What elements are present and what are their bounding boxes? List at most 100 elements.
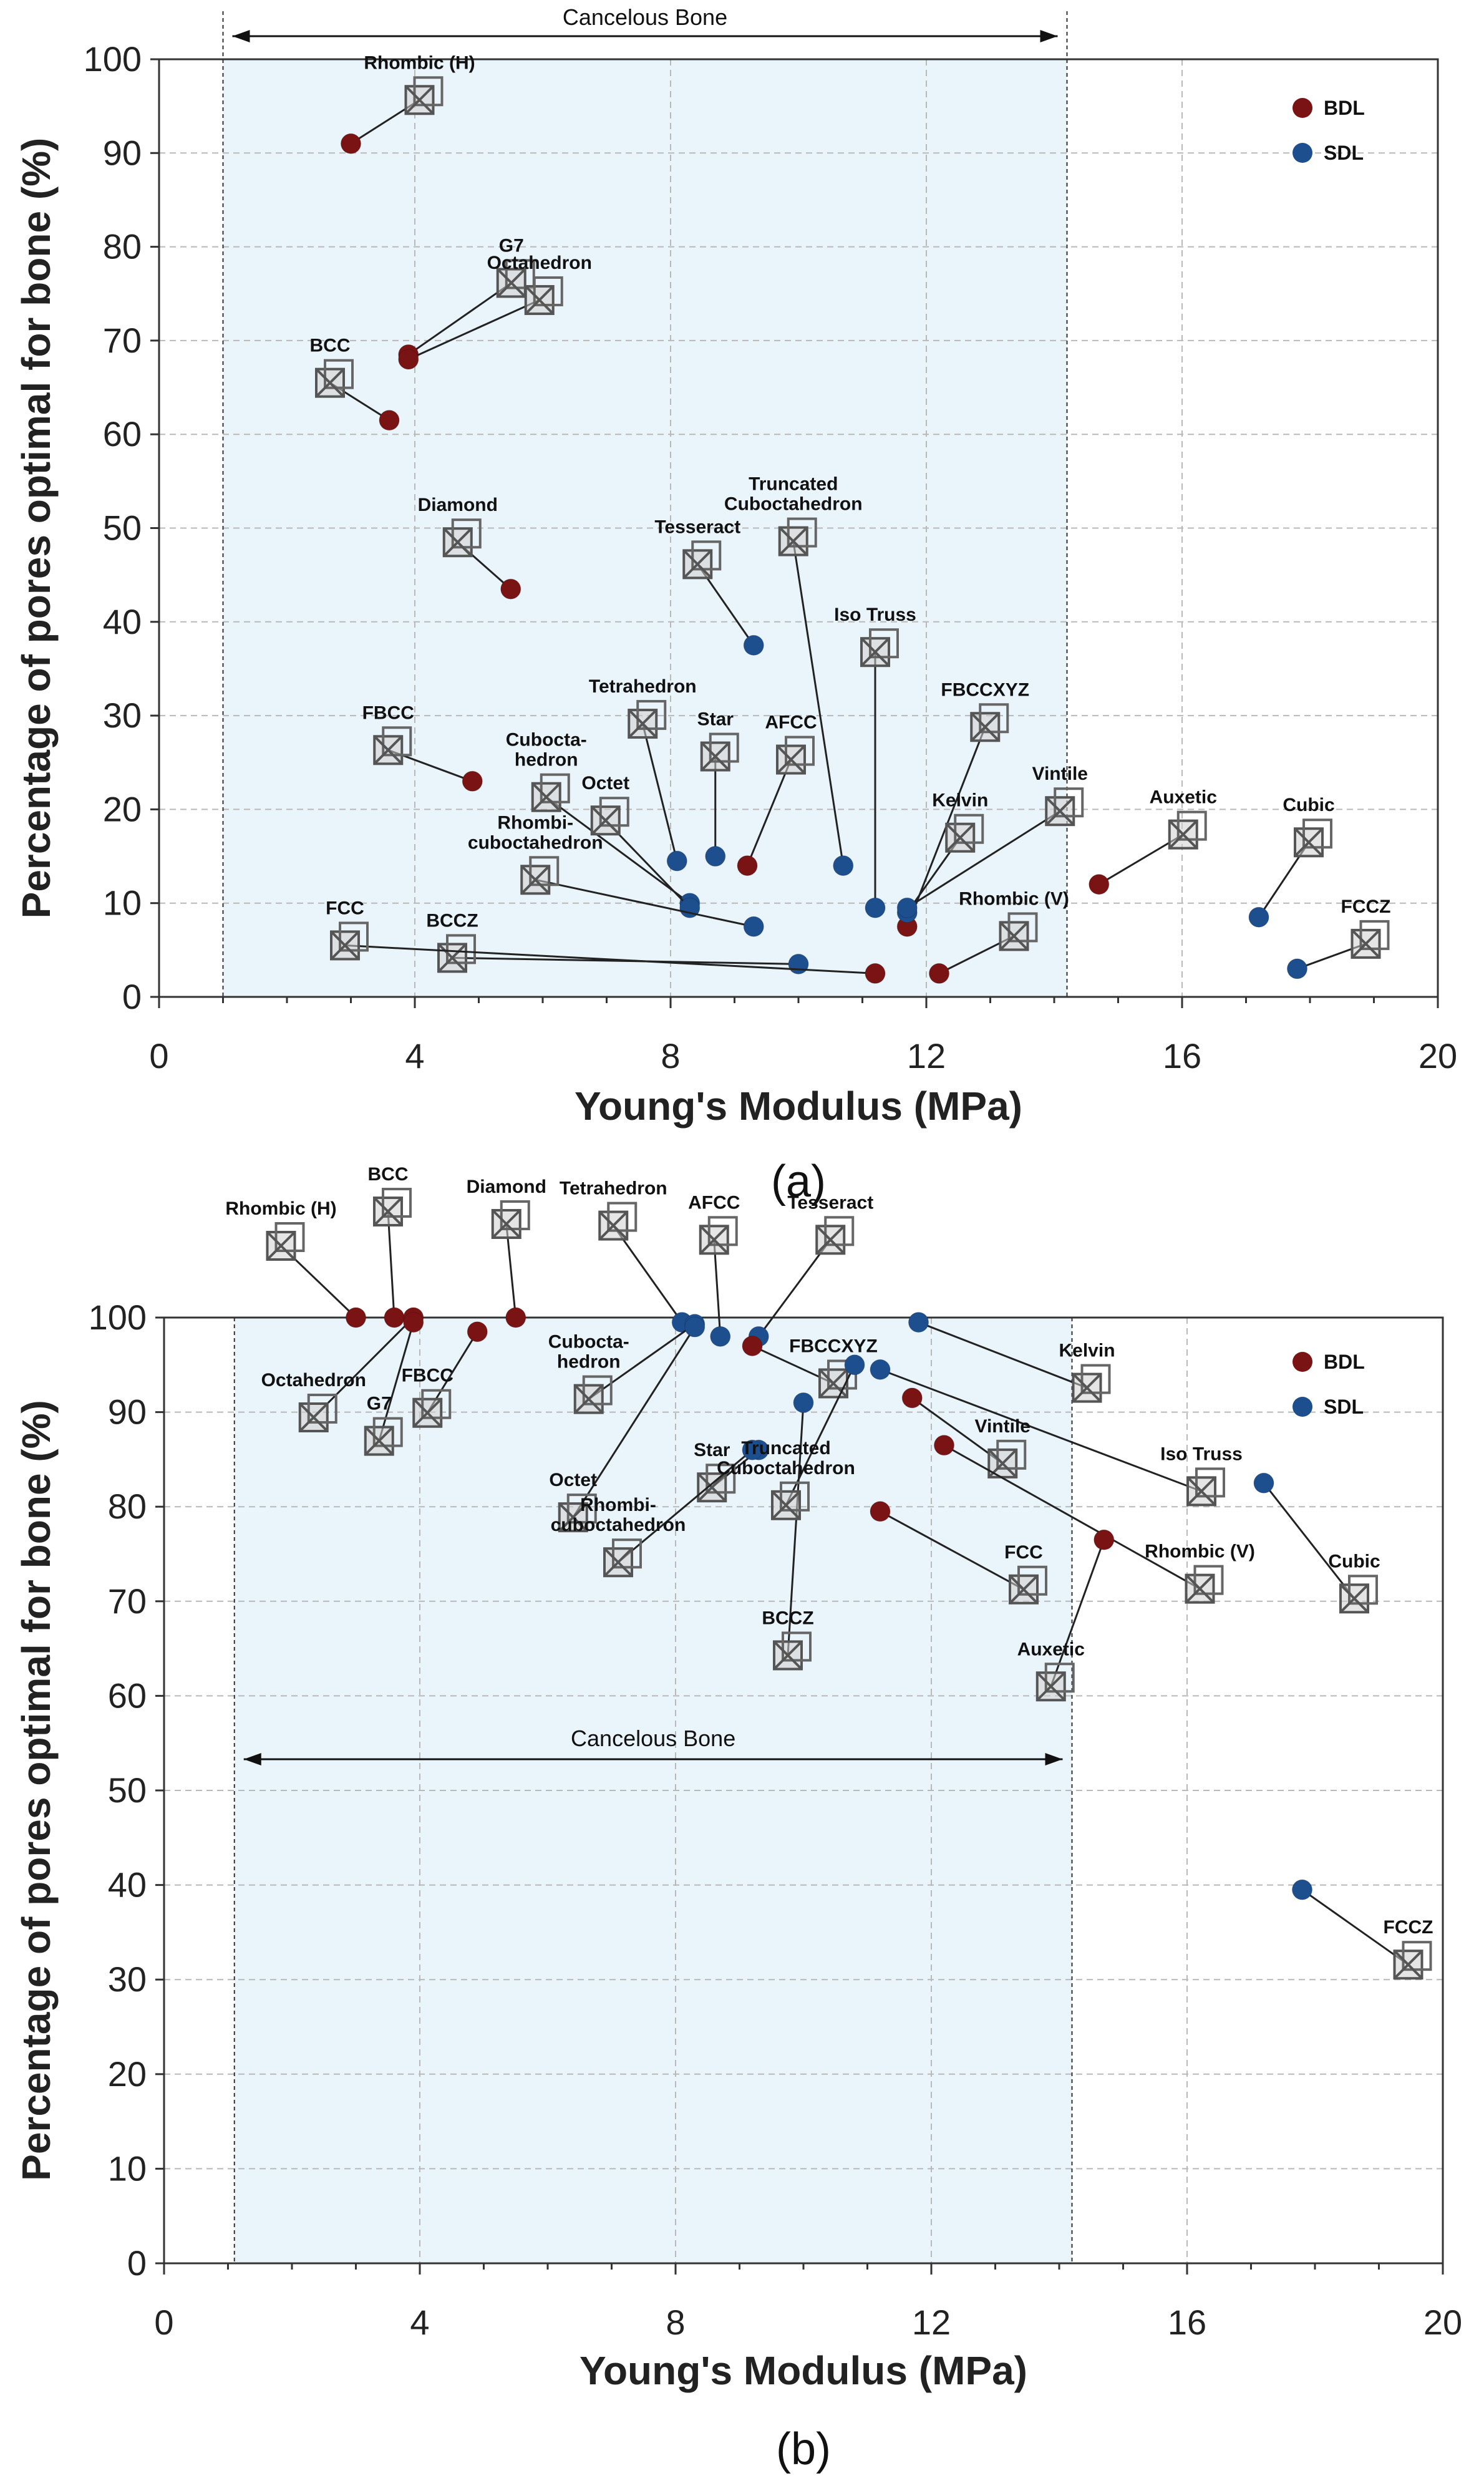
lattice-strut — [970, 712, 1000, 742]
x-tick-label: 0 — [149, 1036, 168, 1076]
lattice-cell-back — [372, 1417, 403, 1447]
point-label-rhombicuboctahedron: cuboctahedron — [468, 832, 603, 853]
data-point-sdl — [833, 855, 854, 876]
lattice-strut — [999, 921, 1029, 951]
lattice-octet-icon — [590, 797, 629, 836]
lattice-rhombic-h-icon — [266, 1222, 305, 1261]
lattice-kelvin-icon — [1072, 1364, 1111, 1403]
lattice-octahedron-icon — [524, 276, 563, 315]
panel-caption: (b) — [776, 2424, 831, 2474]
data-point-sdl — [896, 897, 918, 918]
leader-line-octet — [572, 1326, 696, 1518]
y-tick-label: 50 — [108, 1770, 147, 1810]
y-tick-label: 60 — [108, 1676, 147, 1715]
lattice-octet-icon — [558, 1493, 597, 1533]
lattice-cell-back — [1017, 1565, 1047, 1596]
leader-line-vintile — [911, 1397, 1004, 1465]
lattice-strut — [558, 1502, 588, 1532]
lattice-strut — [412, 1398, 442, 1428]
data-point-sdl — [870, 1359, 891, 1380]
lattice-star-icon — [697, 1464, 736, 1503]
y-tick-label: 80 — [108, 1487, 147, 1526]
data-point-sdl — [1287, 958, 1307, 979]
y-tick-label: 10 — [108, 2149, 147, 2188]
y-tick-label: 30 — [103, 696, 142, 735]
lattice-cell-back — [636, 700, 667, 731]
data-point-bdl — [403, 1312, 424, 1333]
lattice-strut — [299, 1402, 329, 1432]
x-tick-label: 0 — [154, 2303, 173, 2342]
lattice-bccz-icon — [773, 1631, 812, 1671]
lattice-truncated-cuboctahedron-icon — [778, 517, 817, 556]
lattice-strut — [373, 735, 403, 765]
point-label-g7: G7 — [367, 1394, 392, 1414]
data-point-sdl — [743, 916, 764, 937]
panel-caption: (a) — [771, 1157, 826, 1207]
lattice-cell-back — [780, 1481, 810, 1512]
point-label-rhombic-v: Rhombic (V) — [1145, 1542, 1255, 1562]
lattice-strut — [771, 1490, 801, 1520]
lattice-rhombicuboctahedron-icon — [603, 1538, 642, 1578]
data-point-sdl — [1292, 1879, 1312, 1900]
data-point-bdl — [341, 133, 361, 154]
data-point-sdl — [742, 1439, 763, 1460]
data-point-bdl — [384, 1307, 405, 1328]
lattice-cell-back — [1193, 1565, 1224, 1595]
lattice-g7-icon — [364, 1417, 403, 1456]
point-label-iso-truss: Iso Truss — [1160, 1444, 1243, 1464]
lattice-cell-back — [533, 276, 563, 306]
lattice-cell-back — [446, 934, 476, 964]
data-point-sdl — [1253, 1472, 1274, 1493]
legend-label-bdl: BDL — [1324, 97, 1365, 119]
point-label-fbcc: FBCC — [402, 1366, 453, 1386]
data-point-sdl — [793, 1392, 814, 1413]
lattice-auxetic-icon — [1035, 1663, 1075, 1702]
lattice-strut — [1072, 1373, 1102, 1402]
lattice-strut — [497, 268, 526, 298]
leader-line-octahedron — [408, 299, 540, 361]
lattice-cell-back — [421, 1389, 452, 1419]
lattice-cell-back — [1359, 920, 1390, 950]
point-label-diamond: Diamond — [418, 495, 498, 515]
point-label-afcc: AFCC — [765, 712, 817, 733]
lattice-cell-back — [382, 726, 412, 757]
point-label-rhombic-h: Rhombic (H) — [225, 1198, 336, 1219]
point-label-truncated-cuboctahedron: Truncated — [749, 474, 838, 495]
lattice-cell-back — [382, 1188, 412, 1218]
lattice-strut — [330, 931, 360, 960]
point-label-truncated-cuboctahedron: Cuboctahedron — [717, 1458, 855, 1479]
lattice-strut — [574, 1384, 604, 1414]
leader-line-cuboctahedron — [545, 796, 691, 904]
y-tick-label: 60 — [103, 414, 142, 454]
lattice-strut — [443, 527, 473, 557]
lattice-cell-back — [709, 732, 739, 763]
y-tick-label: 0 — [127, 2243, 147, 2283]
point-label-tetrahedron: Tetrahedron — [589, 676, 697, 697]
point-label-auxetic: Auxetic — [1150, 787, 1217, 808]
lattice-cell-back — [274, 1222, 305, 1252]
lattice-tetrahedron-icon — [628, 700, 667, 739]
data-point-bdl — [500, 578, 521, 600]
lattice-strut — [1009, 1575, 1039, 1605]
lattice-cell-back — [824, 1216, 855, 1246]
data-point-bdl — [865, 963, 886, 984]
data-point-bdl — [379, 410, 400, 431]
y-tick-label: 20 — [108, 2054, 147, 2094]
leader-line-tetrahedron — [641, 723, 678, 862]
data-point-bdl — [346, 1307, 366, 1328]
lattice-cell-back — [566, 1493, 597, 1524]
data-point-sdl — [684, 1316, 706, 1338]
lattice-cell-back — [782, 1631, 812, 1662]
lattice-cell-back — [612, 1538, 642, 1569]
lattice-cell-back — [529, 856, 560, 886]
lattice-cell-back — [540, 773, 570, 804]
leader-line-iso-truss — [880, 1368, 1202, 1492]
lattice-strut — [266, 1231, 296, 1261]
point-label-afcc: AFCC — [688, 1192, 740, 1213]
lattice-cell-back — [706, 1464, 736, 1494]
lattice-strut — [1394, 1950, 1423, 1979]
y-tick-label: 100 — [84, 39, 142, 79]
lattice-strut — [1294, 827, 1324, 857]
point-label-truncated-cuboctahedron: Cuboctahedron — [724, 494, 863, 515]
point-label-iso-truss: Iso Truss — [834, 605, 916, 625]
